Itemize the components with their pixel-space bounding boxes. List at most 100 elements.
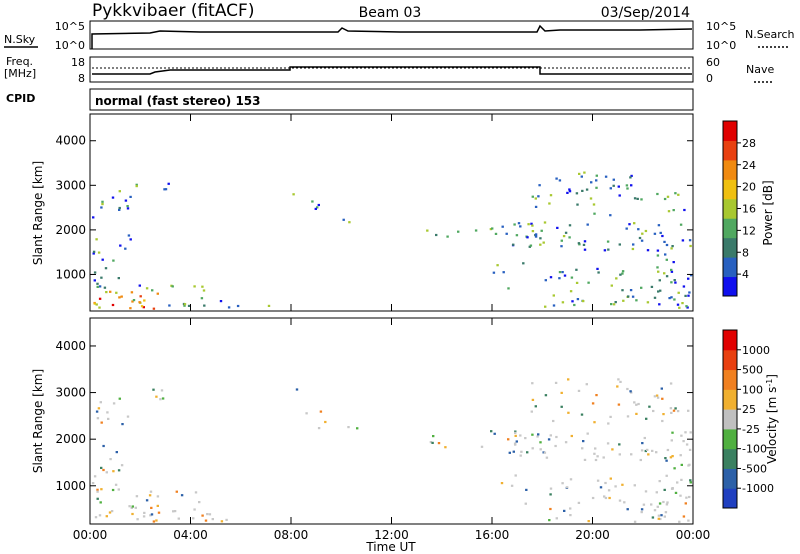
power-cell: [100, 206, 103, 209]
velocity-cell: [660, 387, 663, 390]
velocity-cell: [567, 411, 570, 414]
velocity-cell: [647, 453, 650, 456]
velocity-cell: [611, 448, 614, 451]
power-cell: [534, 233, 538, 236]
power-ytick-label: 2000: [55, 223, 86, 237]
velocity-cell: [635, 403, 638, 406]
velocity-cell: [206, 513, 209, 516]
velocity-cell: [194, 491, 198, 494]
velocity-cell: [564, 441, 568, 444]
velocity-cell: [172, 510, 175, 513]
power-cell: [316, 206, 319, 209]
power-cell: [531, 195, 534, 198]
power-cell: [688, 239, 692, 242]
power-cell: [646, 301, 650, 304]
power-cell: [612, 178, 615, 181]
power-cell: [656, 254, 660, 257]
nsearch-tick-bottom: 10^0: [706, 39, 736, 52]
velocity-cell: [642, 503, 646, 506]
velocity-cell: [617, 378, 620, 381]
power-cell: [630, 184, 633, 187]
power-cell: [505, 232, 508, 235]
velocity-cell: [96, 488, 99, 491]
power-cell: [583, 240, 587, 243]
velocity-ytick-label: 4000: [55, 339, 86, 353]
power-cell: [168, 304, 171, 307]
velocity-cell: [687, 519, 690, 522]
power-cell: [101, 203, 104, 206]
velocity-cell: [688, 448, 692, 451]
velocity-cell: [591, 402, 595, 405]
velocity-cell: [637, 402, 640, 406]
power-colorbar-tick-label: 16: [742, 203, 756, 216]
velocity-cell: [554, 381, 558, 384]
power-cell: [653, 232, 657, 235]
power-cell: [435, 233, 438, 237]
velocity-cell: [490, 430, 493, 433]
power-cell: [96, 285, 99, 288]
velocity-cell: [604, 481, 607, 485]
power-cell: [522, 262, 525, 265]
power-colorbar-swatch: [723, 179, 737, 200]
power-cell: [607, 248, 610, 251]
freq-unit-label: [MHz]: [4, 67, 36, 80]
velocity-cell: [593, 421, 596, 424]
velocity-cell: [664, 511, 668, 514]
power-cell: [665, 258, 668, 261]
velocity-cell: [673, 467, 676, 470]
velocity-cell: [94, 516, 98, 519]
velocity-cell: [149, 490, 153, 493]
velocity-cell: [548, 519, 551, 522]
velocity-cell: [126, 415, 130, 418]
power-y-axis: 1000 2000 3000 4000: [55, 134, 693, 281]
power-cell: [575, 281, 579, 284]
power-cell: [227, 306, 231, 309]
power-cell: [539, 243, 542, 246]
velocity-cell: [617, 403, 621, 406]
power-cell: [687, 277, 690, 280]
power-cell: [659, 289, 662, 292]
velocity-cell: [643, 436, 646, 440]
power-cell: [92, 252, 95, 255]
power-cell: [531, 230, 535, 233]
power-cell: [587, 281, 590, 284]
power-cell: [544, 279, 547, 282]
power-cell: [674, 281, 677, 284]
velocity-cell: [536, 435, 539, 438]
velocity-cell: [530, 410, 533, 413]
power-cell: [129, 307, 132, 310]
velocity-cell: [660, 514, 663, 517]
power-cell: [538, 184, 541, 187]
power-cell: [568, 190, 572, 193]
velocity-cell: [651, 449, 654, 452]
velocity-cell: [630, 391, 633, 394]
velocity-cell: [514, 431, 517, 434]
velocity-cell: [96, 417, 100, 420]
power-cell: [640, 198, 643, 201]
velocity-cell: [131, 505, 134, 508]
power-cell: [581, 189, 584, 192]
power-cell: [615, 277, 618, 280]
velocity-cell: [655, 451, 658, 454]
power-cell: [120, 295, 123, 298]
power-colorbar-swatch: [723, 159, 737, 180]
power-cell: [95, 303, 98, 306]
velocity-cell: [105, 471, 108, 474]
power-colorbar-tick-label: 8: [742, 246, 749, 259]
velocity-cell: [616, 385, 619, 388]
power-cell: [512, 243, 515, 246]
power-ytick-label: 1000: [55, 267, 86, 281]
power-cell: [670, 296, 673, 299]
velocity-colorbar-swatch: [723, 389, 737, 410]
velocity-cell: [569, 478, 573, 481]
velocity-cell: [679, 494, 682, 497]
power-colorbar-swatch: [723, 257, 737, 278]
velocity-cell: [142, 515, 146, 518]
power-colorbar-swatches: [723, 121, 737, 297]
power-cell: [183, 303, 187, 306]
velocity-cell: [591, 496, 595, 500]
power-cell: [101, 258, 104, 261]
power-cell: [657, 270, 660, 273]
frequency-panel: Freq. [MHz] 18 8 60 0 Nave: [4, 55, 774, 85]
power-cell: [629, 289, 633, 292]
